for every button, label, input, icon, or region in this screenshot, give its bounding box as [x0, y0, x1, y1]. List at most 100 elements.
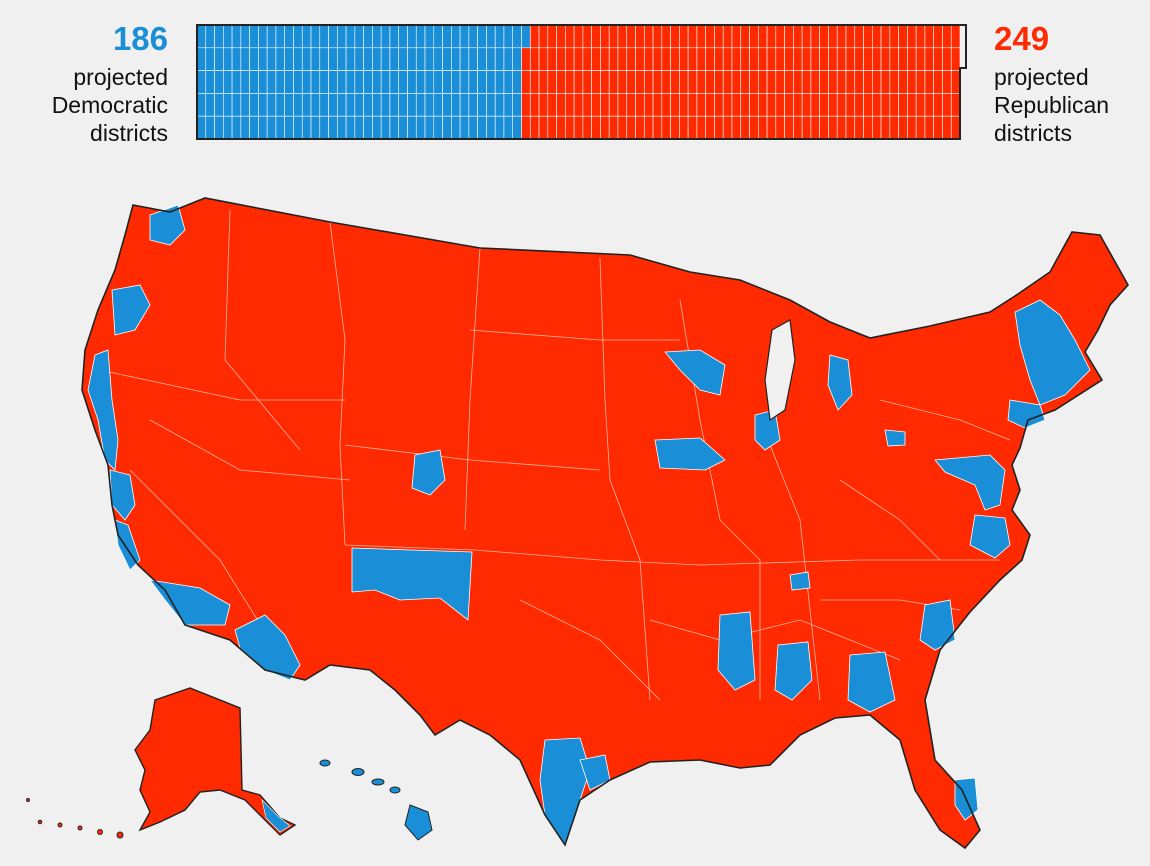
rep-seat-cell [617, 115, 628, 140]
rep-seat-cell [722, 70, 733, 94]
dem-seat-cell [486, 93, 496, 117]
rep-seat-cell [670, 24, 680, 49]
rep-seat-cell [784, 24, 794, 49]
rep-seat-cell [643, 47, 654, 71]
rep-seat-cell [652, 24, 663, 49]
rep-seat-cell [775, 70, 785, 94]
dem-seat-cell [407, 93, 417, 117]
dem-carolina [919, 599, 956, 651]
dem-seat-cell [354, 47, 364, 71]
republican-count: 249 [994, 20, 1050, 57]
rep-seat-cell [749, 70, 759, 94]
dem-seat-cell [301, 70, 312, 94]
rep-seat-cell [828, 93, 838, 117]
rep-seat-cell [670, 70, 680, 94]
dem-denver [411, 449, 446, 496]
rep-seat-cell [793, 115, 803, 140]
rep-seat-cell [652, 70, 663, 94]
rep-seat-cell [565, 47, 575, 71]
rep-seat-cell [784, 93, 794, 117]
dem-seat-cell [477, 115, 487, 140]
rep-seat-cell [933, 93, 943, 117]
dem-seat-cell [284, 24, 294, 49]
dem-seat-cell [231, 115, 242, 140]
dem-memphis [717, 611, 756, 691]
rep-seat-cell [819, 24, 829, 49]
rep-seat-cell [801, 93, 812, 117]
rep-seat-cell [565, 115, 575, 140]
rep-seat-cell [836, 70, 847, 94]
rep-seat-cell [766, 93, 777, 117]
rep-seat-cell [810, 70, 820, 94]
seat-cells [196, 24, 961, 140]
rep-seat-cell [924, 70, 934, 94]
dem-seat-cell [459, 93, 470, 117]
rep-seat-cell [924, 24, 934, 49]
dem-seat-cell [258, 93, 268, 117]
dem-seat-cell [442, 93, 452, 117]
rep-seat-cell [863, 93, 873, 117]
rep-seat-cell [705, 24, 715, 49]
dem-seat-cell [389, 47, 400, 71]
dem-seat-cell [319, 47, 329, 71]
dem-seat-cell [503, 24, 514, 49]
rep-seat-cell [880, 47, 891, 71]
rep-seat-cell [863, 24, 873, 49]
rep-seat-cell [608, 115, 619, 140]
rep-seat-cell [547, 115, 557, 140]
dem-seat-cell [354, 24, 364, 49]
rep-seat-cell [898, 115, 908, 140]
rep-seat-cell [582, 24, 592, 49]
rep-seat-cell [591, 93, 601, 117]
rep-seat-cell [828, 70, 838, 94]
rep-seat-cell [801, 24, 812, 49]
rep-seat-cell [565, 24, 575, 49]
rep-seat-cell [687, 93, 698, 117]
alaska-southeast-dem [261, 799, 291, 833]
rep-seat-cell [740, 47, 750, 71]
rep-seat-cell [845, 70, 856, 94]
rep-seat-cell [933, 24, 943, 49]
rep-seat-cell [871, 93, 882, 117]
rep-seat-cell [679, 115, 689, 140]
rep-seat-cell [573, 93, 584, 117]
rep-seat-cell [652, 93, 663, 117]
rep-seat-cell [749, 115, 759, 140]
rep-seat-cell [643, 24, 654, 49]
rep-seat-cell [565, 70, 575, 94]
rep-seat-cell [696, 47, 706, 71]
rep-seat-cell [766, 115, 777, 140]
dem-seat-cell [398, 115, 408, 140]
dem-alabama [774, 641, 813, 701]
rep-seat-cell [608, 70, 619, 94]
dem-seat-cell [442, 47, 452, 71]
rep-seat-cell [766, 70, 777, 94]
rep-seat-cell [871, 47, 882, 71]
rep-seat-cell [556, 115, 566, 140]
dem-seat-cell [345, 24, 356, 49]
dem-mid-atlantic [934, 454, 1006, 511]
dem-seat-cell [415, 115, 426, 140]
rep-seat-cell [714, 47, 724, 71]
rep-seat-cell [617, 93, 628, 117]
dem-seat-cell [293, 93, 303, 117]
dem-seat-cell [301, 24, 312, 49]
dem-new-york-city [1007, 399, 1046, 429]
rep-seat-cell [521, 115, 531, 140]
rep-seat-cell [933, 70, 943, 94]
dem-seat-cell [442, 70, 452, 94]
dem-seat-cell [468, 93, 478, 117]
dem-virginia [969, 514, 1011, 559]
rep-seat-cell [608, 93, 619, 117]
dem-seat-cell [196, 115, 207, 140]
dem-seat-cell [372, 47, 382, 71]
dem-seat-cell [459, 70, 470, 94]
dem-seat-cell [293, 24, 303, 49]
dem-seat-cell [337, 24, 347, 49]
rep-seat-cell [722, 24, 733, 49]
rep-seat-cell [626, 70, 636, 94]
rep-seat-cell [529, 70, 540, 94]
rep-seat-cell [845, 93, 856, 117]
dem-seat-cell [503, 93, 514, 117]
rep-seat-cell [828, 115, 838, 140]
